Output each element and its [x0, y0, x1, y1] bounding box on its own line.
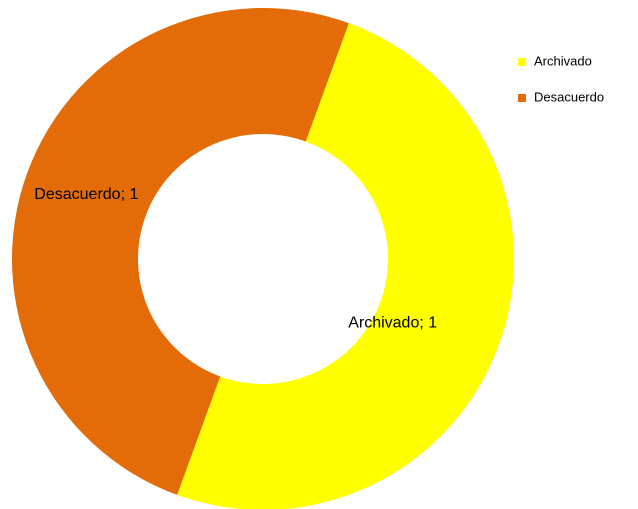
donut-slice	[11, 7, 349, 495]
data-label: Archivado; 1	[348, 315, 437, 332]
legend-swatch	[518, 94, 526, 102]
donut-slice	[177, 23, 514, 509]
legend-label: Desacuerdo	[534, 89, 604, 104]
legend-label: Archivado	[534, 53, 592, 68]
data-label: Desacuerdo; 1	[34, 186, 138, 203]
legend-swatch	[518, 58, 526, 66]
